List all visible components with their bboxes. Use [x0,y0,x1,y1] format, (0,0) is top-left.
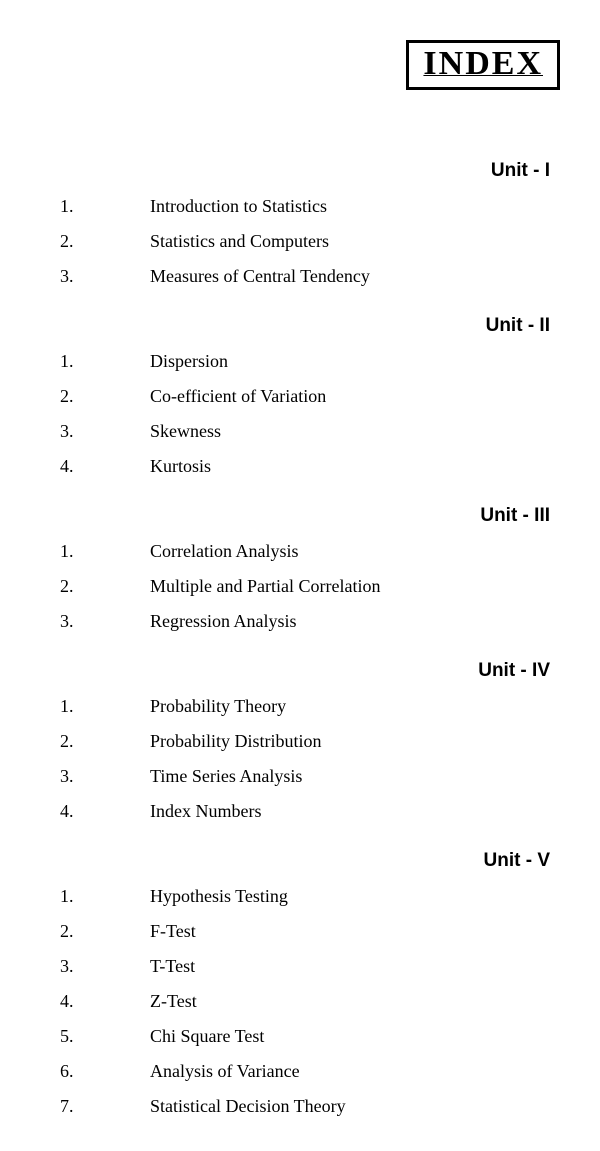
index-entry: 5.Chi Square Test [30,1026,570,1047]
unit-heading: Unit - III [30,505,570,527]
index-entry: 1.Dispersion [30,351,570,372]
entry-number: 3. [30,766,150,787]
index-header-box: INDEX [406,40,560,90]
entry-title: Dispersion [150,351,570,372]
entry-title: Kurtosis [150,456,570,477]
entry-number: 3. [30,611,150,632]
entry-number: 1. [30,351,150,372]
index-entry: 4.Kurtosis [30,456,570,477]
entry-title: F-Test [150,921,570,942]
entry-number: 1. [30,196,150,217]
index-entry: 3.Skewness [30,421,570,442]
entry-number: 2. [30,386,150,407]
entry-number: 7. [30,1096,150,1117]
entry-number: 5. [30,1026,150,1047]
index-page: INDEX Unit - I1.Introduction to Statisti… [0,0,600,1151]
entry-title: Regression Analysis [150,611,570,632]
entry-title: Chi Square Test [150,1026,570,1047]
entry-number: 2. [30,731,150,752]
entry-title: Analysis of Variance [150,1061,570,1082]
index-entry: 1.Probability Theory [30,696,570,717]
entry-number: 4. [30,991,150,1012]
unit-heading: Unit - II [30,315,570,337]
index-entry: 1.Correlation Analysis [30,541,570,562]
entry-number: 6. [30,1061,150,1082]
entry-title: Time Series Analysis [150,766,570,787]
entry-title: Z-Test [150,991,570,1012]
entry-title: Probability Theory [150,696,570,717]
entry-title: Introduction to Statistics [150,196,570,217]
index-header-title: INDEX [423,45,543,82]
units-container: Unit - I1.Introduction to Statistics2.St… [30,160,570,1117]
entry-title: Statistical Decision Theory [150,1096,570,1117]
entry-title: T-Test [150,956,570,977]
index-entry: 3.Time Series Analysis [30,766,570,787]
index-entry: 4.Index Numbers [30,801,570,822]
entry-number: 3. [30,421,150,442]
entry-title: Hypothesis Testing [150,886,570,907]
index-entry: 2.Multiple and Partial Correlation [30,576,570,597]
entry-title: Skewness [150,421,570,442]
entry-number: 1. [30,696,150,717]
index-entry: 3.Measures of Central Tendency [30,266,570,287]
entry-number: 3. [30,956,150,977]
index-entry: 3.Regression Analysis [30,611,570,632]
entry-number: 1. [30,886,150,907]
unit-heading: Unit - V [30,850,570,872]
entry-title: Measures of Central Tendency [150,266,570,287]
entry-title: Multiple and Partial Correlation [150,576,570,597]
index-entry: 4.Z-Test [30,991,570,1012]
entry-title: Index Numbers [150,801,570,822]
index-entry: 2.Probability Distribution [30,731,570,752]
entry-number: 4. [30,801,150,822]
entry-number: 3. [30,266,150,287]
entry-number: 2. [30,576,150,597]
entry-title: Co-efficient of Variation [150,386,570,407]
index-entry: 1.Introduction to Statistics [30,196,570,217]
index-entry: 2.Statistics and Computers [30,231,570,252]
index-entry: 7.Statistical Decision Theory [30,1096,570,1117]
entry-number: 2. [30,921,150,942]
index-entry: 3.T-Test [30,956,570,977]
index-entry: 2.F-Test [30,921,570,942]
entry-number: 2. [30,231,150,252]
entry-number: 4. [30,456,150,477]
index-entry: 2.Co-efficient of Variation [30,386,570,407]
index-entry: 6.Analysis of Variance [30,1061,570,1082]
unit-heading: Unit - IV [30,660,570,682]
entry-number: 1. [30,541,150,562]
unit-heading: Unit - I [30,160,570,182]
entry-title: Correlation Analysis [150,541,570,562]
entry-title: Statistics and Computers [150,231,570,252]
entry-title: Probability Distribution [150,731,570,752]
index-entry: 1.Hypothesis Testing [30,886,570,907]
